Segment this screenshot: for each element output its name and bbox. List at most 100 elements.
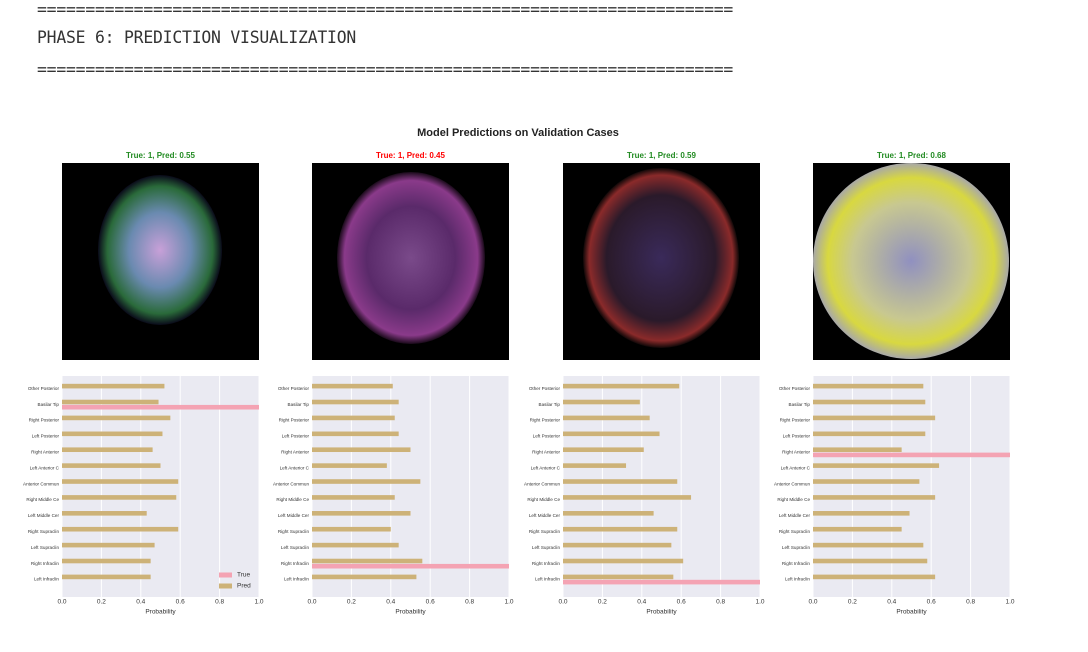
pred-bar — [312, 574, 417, 580]
x-tick-label: 0.8 — [465, 599, 474, 606]
category-label: Anterior Commun — [273, 481, 309, 486]
category-label: Right Anterior — [532, 450, 560, 455]
category-label: Right Infraclin — [532, 561, 561, 566]
pred-bar — [62, 399, 159, 405]
pred-bar — [563, 511, 654, 516]
scan-image — [813, 163, 1009, 359]
category-label: Basilar Tip — [789, 402, 811, 407]
x-tick-label: 0.6 — [426, 599, 435, 606]
pred-bar — [563, 431, 660, 437]
x-tick-label: 0.6 — [176, 599, 185, 606]
scan-image — [337, 172, 485, 344]
pred-bar — [563, 542, 672, 548]
category-label: Left Anterior C — [781, 465, 811, 470]
category-label: Basilar Tip — [38, 402, 60, 407]
category-label: Left Posterior — [783, 434, 811, 439]
scan-image — [583, 168, 739, 348]
x-tick-label: 0.2 — [97, 599, 106, 606]
pred-bar — [813, 383, 924, 389]
category-label: Left Middle Cer — [278, 513, 310, 518]
separator: ========================================… — [37, 60, 734, 79]
pred-bar — [813, 447, 902, 453]
category-label: Left Supraclin — [532, 545, 561, 550]
category-label: Right Posterior — [29, 418, 60, 423]
category-label: Basilar Tip — [288, 402, 310, 407]
pred-bar — [312, 558, 423, 564]
legend-label: True — [237, 572, 251, 579]
true-bar — [312, 563, 509, 569]
category-label: Left Middle Cer — [28, 513, 60, 518]
pred-bar — [62, 574, 151, 580]
pred-bar — [62, 383, 165, 389]
pred-bar — [563, 558, 684, 564]
category-label: Right Posterior — [530, 418, 561, 423]
category-label: Anterior Commun — [23, 481, 59, 486]
phase-heading: PHASE 6: PREDICTION VISUALIZATION — [37, 28, 357, 47]
separator: ========================================… — [37, 0, 734, 19]
x-tick-label: 1.0 — [755, 599, 764, 606]
x-tick-label: 0.8 — [716, 599, 725, 606]
pred-bar — [62, 511, 147, 516]
x-tick-label: 0.0 — [57, 599, 66, 606]
true-bar — [563, 579, 760, 585]
category-label: Left Anterior C — [30, 465, 60, 470]
category-label: Right Middle Ce — [276, 497, 309, 502]
category-label: Other Posterior — [529, 386, 561, 391]
category-label: Left Posterior — [32, 434, 60, 439]
x-tick-label: 0.6 — [927, 599, 936, 606]
x-tick-label: 0.6 — [677, 599, 686, 606]
legend: True Pred — [219, 572, 251, 590]
category-label: Anterior Commun — [524, 481, 560, 486]
plot-area — [312, 376, 509, 597]
category-label: Right Posterior — [279, 418, 310, 423]
pred-bar — [62, 447, 153, 453]
legend-label: Pred — [237, 583, 251, 590]
pred-bar — [312, 463, 387, 468]
category-label: Right Posterior — [780, 418, 811, 423]
category-label: Left Supraclin — [31, 545, 60, 550]
x-tick-label: 0.0 — [808, 599, 817, 606]
category-label: Right Anterior — [281, 450, 309, 455]
category-label: Right Supraclin — [779, 529, 811, 534]
x-tick-label: 0.8 — [215, 599, 224, 606]
pred-bar — [312, 479, 421, 484]
pred-bar — [312, 495, 395, 500]
x-tick-label: 0.4 — [386, 599, 395, 606]
chart: True: 1, Pred: 0.68 0.0 0.2 0.4 0.6 0.8 1.0 Pro… — [774, 151, 1015, 616]
x-axis-label: Probability — [395, 609, 426, 616]
x-tick-label: 0.2 — [598, 599, 607, 606]
pred-bar — [813, 479, 920, 484]
pred-bar — [62, 479, 179, 484]
category-label: Left Anterior C — [531, 465, 561, 470]
pred-bar — [62, 495, 177, 500]
category-label: Right Supraclin — [28, 529, 60, 534]
category-label: Right Infraclin — [281, 561, 310, 566]
chart-title: True: 1, Pred: 0.45 — [376, 151, 445, 160]
category-label: Right Anterior — [31, 450, 59, 455]
x-axis-label: Probability — [896, 609, 927, 616]
category-label: Anterior Commun — [774, 481, 810, 486]
pred-bar — [563, 399, 640, 405]
category-label: Left Infraclin — [785, 577, 810, 582]
pred-bar — [312, 542, 399, 548]
category-label: Right Infraclin — [31, 561, 60, 566]
category-label: Right Supraclin — [278, 529, 310, 534]
pred-bar — [62, 463, 161, 468]
pred-bar — [563, 574, 674, 580]
pred-bar — [563, 447, 644, 453]
pred-bar — [312, 511, 411, 516]
category-label: Left Posterior — [533, 434, 561, 439]
chart: True: 1, Pred: 0.45 0.0 0.2 0.4 0.6 0.8 1.0 Pro… — [273, 151, 514, 616]
category-label: Right Anterior — [782, 450, 810, 455]
pred-bar — [813, 399, 926, 405]
legend-swatch — [219, 572, 232, 578]
scan-image — [98, 175, 222, 325]
pred-bar — [813, 526, 902, 532]
pred-bar — [62, 431, 163, 437]
pred-bar — [563, 383, 680, 389]
pred-bar — [813, 574, 936, 580]
x-tick-label: 0.8 — [966, 599, 975, 606]
category-label: Left Middle Cer — [529, 513, 561, 518]
